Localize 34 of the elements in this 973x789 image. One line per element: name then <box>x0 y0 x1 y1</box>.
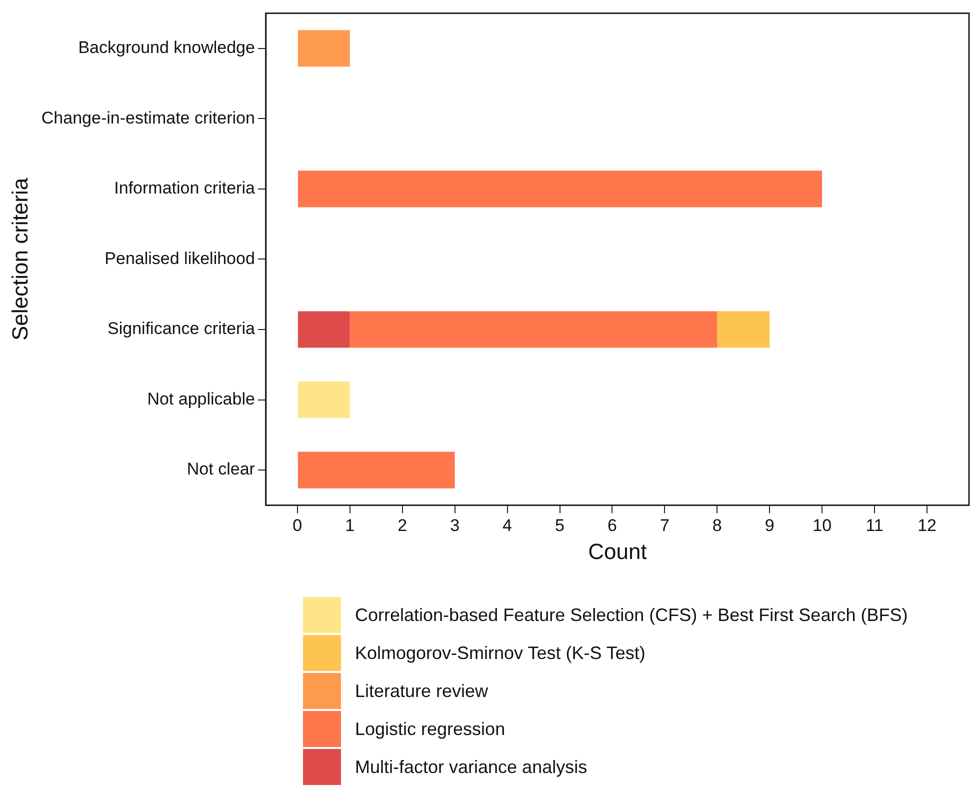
bar <box>298 170 822 208</box>
legend-label: Kolmogorov-Smirnov Test (K-S Test) <box>355 642 646 664</box>
bar <box>298 30 350 67</box>
y-tick-label: Change-in-estimate criterion <box>41 108 255 128</box>
x-tick-label: 1 <box>345 516 355 536</box>
bar <box>298 381 350 418</box>
x-tick-label: 12 <box>918 516 936 536</box>
x-tick-label: 9 <box>764 516 774 536</box>
y-tick-label: Penalised likelihood <box>104 248 255 268</box>
x-axis-title: Count <box>588 538 647 564</box>
x-tick-label: 7 <box>660 516 670 536</box>
x-tick-label: 11 <box>866 516 884 536</box>
legend-label: Correlation-based Feature Selection (CFS) + Best First Search (BFS) <box>355 604 908 626</box>
x-tick-label: 0 <box>292 516 302 536</box>
x-tick-label: 8 <box>712 516 722 536</box>
y-axis-title: Selection criteria <box>7 177 32 341</box>
bar <box>350 311 718 348</box>
x-tick-label: 5 <box>555 516 564 536</box>
y-tick-label: Not clear <box>186 460 256 479</box>
x-tick-label: 6 <box>607 516 617 536</box>
x-tick-label: 2 <box>398 516 408 536</box>
bar <box>298 311 350 348</box>
legend-label: Logistic regression <box>355 718 506 740</box>
y-tick-label: Not applicable <box>147 389 255 408</box>
x-tick-label: 4 <box>502 516 512 536</box>
y-tick-label: Background knowledge <box>78 38 255 58</box>
legend-label: Multi-factor variance analysis <box>355 756 588 778</box>
legend-label: Literature review <box>355 680 488 702</box>
x-tick-label: 10 <box>812 516 832 536</box>
bar <box>298 452 455 488</box>
y-tick-label: Information criteria <box>114 178 256 198</box>
bar <box>717 311 770 348</box>
y-tick-label: Significance criteria <box>108 319 256 338</box>
x-tick-label: 3 <box>450 516 460 536</box>
